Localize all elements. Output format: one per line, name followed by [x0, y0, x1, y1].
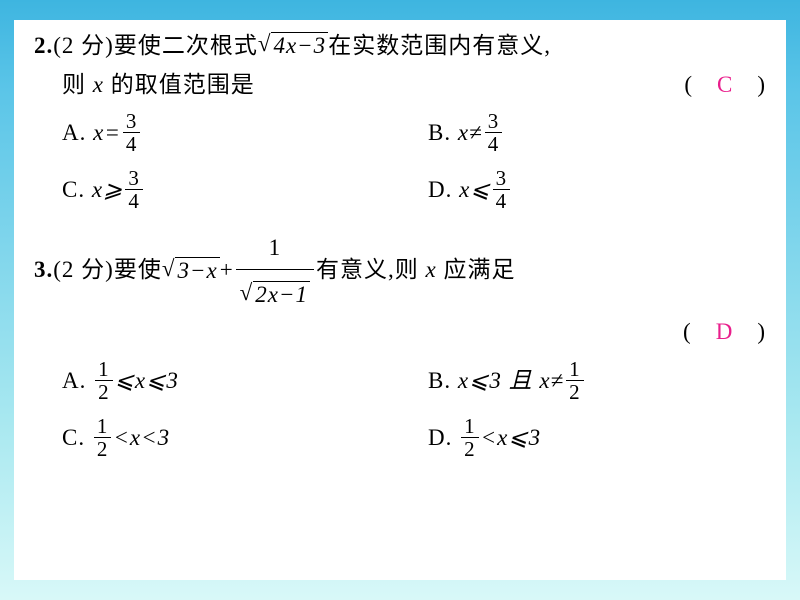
q3-frac-num: 1	[265, 228, 286, 269]
q3-sqrt1-body: 3−x	[177, 258, 217, 283]
q2-line1: 2. (2 分) 要使二次根式 √ 4x−3 在实数范围内有意义,	[34, 26, 766, 65]
q2-option-a: A. x= 34	[34, 104, 400, 161]
q2-option-d: D. x⩽ 34	[400, 161, 766, 218]
q2-c-prefix: x⩾	[92, 170, 123, 209]
q3-c-mid: <x<3	[113, 418, 170, 457]
q2-d-label: D.	[428, 170, 452, 209]
q3-option-b: B. x⩽3 且 x≠ 12	[400, 352, 766, 409]
sqrt-sign-icon: √	[258, 32, 272, 55]
q3-b-pre: x⩽3 且 x≠	[458, 361, 564, 400]
q3-answer: D	[716, 319, 734, 344]
q2-option-b: B. x≠ 34	[400, 104, 766, 161]
q3-options: A. 12 ⩽x⩽3 B. x⩽3 且 x≠ 12 C. 12 <x<3 D. …	[34, 352, 766, 466]
sqrt-sign-icon: √	[162, 257, 176, 280]
q3-d-mid: <x⩽3	[481, 418, 542, 457]
q3-points: (2 分)	[53, 250, 114, 289]
q3-c-label: C.	[62, 418, 85, 457]
fraction-icon: 12	[94, 415, 112, 460]
q3-answer-row: ( D )	[34, 312, 766, 352]
q2-b-prefix: x≠	[458, 113, 483, 152]
fraction-icon: 12	[95, 358, 113, 403]
q2-option-c: C. x⩾ 34	[34, 161, 400, 218]
q3-line1: 3. (2 分) 要使 √ 3−x + 1 √ 2x−1 有意义,则 x 应满足	[34, 228, 766, 311]
q2-line2: 则 x 的取值范围是 ( C )	[34, 65, 766, 104]
q2-answer-slot: ( C )	[684, 65, 766, 104]
q2-answer: C	[717, 72, 733, 97]
q3-sqrt2: √ 2x−1	[240, 281, 310, 307]
sqrt-sign-icon: √	[240, 281, 254, 304]
fraction-icon: 12	[566, 358, 584, 403]
q2-d-prefix: x⩽	[459, 170, 490, 209]
q2-a-label: A.	[62, 113, 86, 152]
q3-big-fraction: 1 √ 2x−1	[236, 228, 314, 311]
q3-answer-slot: ( D )	[683, 312, 766, 351]
question-2: 2. (2 分) 要使二次根式 √ 4x−3 在实数范围内有意义, 则 x 的取…	[34, 26, 766, 218]
q3-option-c: C. 12 <x<3	[34, 409, 400, 466]
fraction-icon: 34	[123, 110, 141, 155]
q3-sqrt2-body: 2x−1	[255, 282, 308, 307]
question-3: 3. (2 分) 要使 √ 3−x + 1 √ 2x−1 有意义,则 x 应满足…	[34, 228, 766, 465]
q3-sqrt1: √ 3−x	[162, 257, 220, 283]
q3-d-label: D.	[428, 418, 452, 457]
q2-a-prefix: x=	[93, 113, 121, 152]
q2-text-pre: 要使二次根式	[114, 26, 258, 65]
q2-number: 2.	[34, 26, 53, 65]
q2-b-label: B.	[428, 113, 451, 152]
q3-option-d: D. 12 <x⩽3	[400, 409, 766, 466]
q2-sqrt: √ 4x−3	[258, 32, 328, 58]
q2-c-label: C.	[62, 170, 85, 209]
q3-number: 3.	[34, 250, 53, 289]
q3-a-mid: ⩽x⩽3	[115, 361, 179, 400]
content-box: 2. (2 分) 要使二次根式 √ 4x−3 在实数范围内有意义, 则 x 的取…	[14, 20, 786, 580]
fraction-icon: 34	[125, 167, 143, 212]
q3-b-label: B.	[428, 361, 451, 400]
fraction-icon: 34	[485, 110, 503, 155]
q2-points: (2 分)	[53, 26, 114, 65]
q2-sqrt-body: 4x−3	[273, 33, 326, 58]
q3-text-post: 有意义,则 x 应满足	[316, 250, 515, 289]
q3-option-a: A. 12 ⩽x⩽3	[34, 352, 400, 409]
q2-text-post: 在实数范围内有意义,	[328, 26, 551, 65]
q2-options: A. x= 34 B. x≠ 34 C. x⩾ 34 D. x⩽ 34	[34, 104, 766, 218]
q3-plus: +	[220, 250, 234, 289]
q2-line2-text: 则 x 的取值范围是	[62, 72, 255, 97]
fraction-icon: 34	[493, 167, 511, 212]
fraction-icon: 12	[461, 415, 479, 460]
q3-a-label: A.	[62, 361, 86, 400]
q3-text-pre: 要使	[114, 250, 162, 289]
